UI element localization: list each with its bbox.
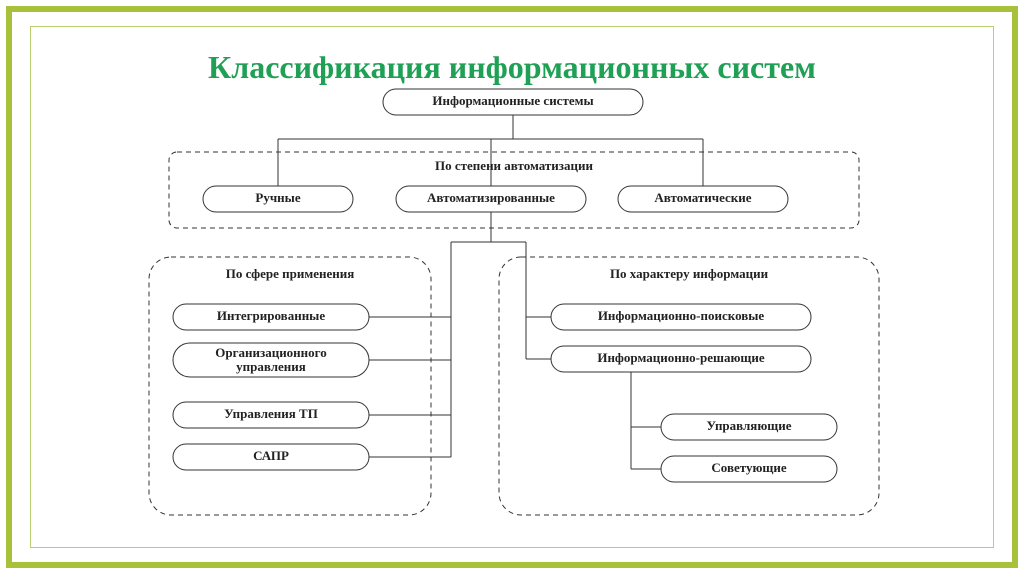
- node-n_solve: Информационно-решающие: [551, 346, 811, 372]
- svg-text:Управляющие: Управляющие: [706, 418, 791, 433]
- svg-text:По степени автоматизации: По степени автоматизации: [435, 158, 593, 173]
- classification-diagram: По степени автоматизации Ручные Автоматизи…: [31, 27, 991, 547]
- node-n_adv: Советующие: [661, 456, 837, 482]
- node-n_manual: Ручные: [203, 186, 353, 212]
- svg-text:Интегрированные: Интегрированные: [217, 308, 325, 323]
- svg-text:Ручные: Ручные: [255, 190, 300, 205]
- node-n_auto: Автоматизированные: [396, 186, 586, 212]
- node-root: Информационные системы: [383, 89, 643, 115]
- outer-frame: Классификация информационных систем По с…: [6, 6, 1018, 568]
- node-n_search: Информационно-поисковые: [551, 304, 811, 330]
- node-n_org: Организационногоуправления: [173, 343, 369, 377]
- svg-text:САПР: САПР: [253, 448, 289, 463]
- svg-text:Управления ТП: Управления ТП: [224, 406, 318, 421]
- node-n_sapr: САПР: [173, 444, 369, 470]
- node-n_ctrl: Управляющие: [661, 414, 837, 440]
- inner-frame: Классификация информационных систем По с…: [30, 26, 994, 548]
- svg-text:Автоматизированные: Автоматизированные: [427, 190, 555, 205]
- svg-text:Советующие: Советующие: [711, 460, 786, 475]
- group-g2: По сфере применения: [149, 257, 431, 515]
- svg-text:По сфере применения: По сфере применения: [226, 266, 355, 281]
- node-n_int: Интегрированные: [173, 304, 369, 330]
- svg-text:управления: управления: [236, 359, 306, 374]
- svg-text:Информационные системы: Информационные системы: [432, 93, 593, 108]
- node-n_full: Автоматические: [618, 186, 788, 212]
- svg-text:Автоматические: Автоматические: [654, 190, 751, 205]
- svg-text:Информационно-решающие: Информационно-решающие: [597, 350, 765, 365]
- svg-text:Информационно-поисковые: Информационно-поисковые: [598, 308, 765, 323]
- svg-text:По характеру информации: По характеру информации: [610, 266, 769, 281]
- svg-text:Организационного: Организационного: [215, 345, 327, 360]
- node-n_tp: Управления ТП: [173, 402, 369, 428]
